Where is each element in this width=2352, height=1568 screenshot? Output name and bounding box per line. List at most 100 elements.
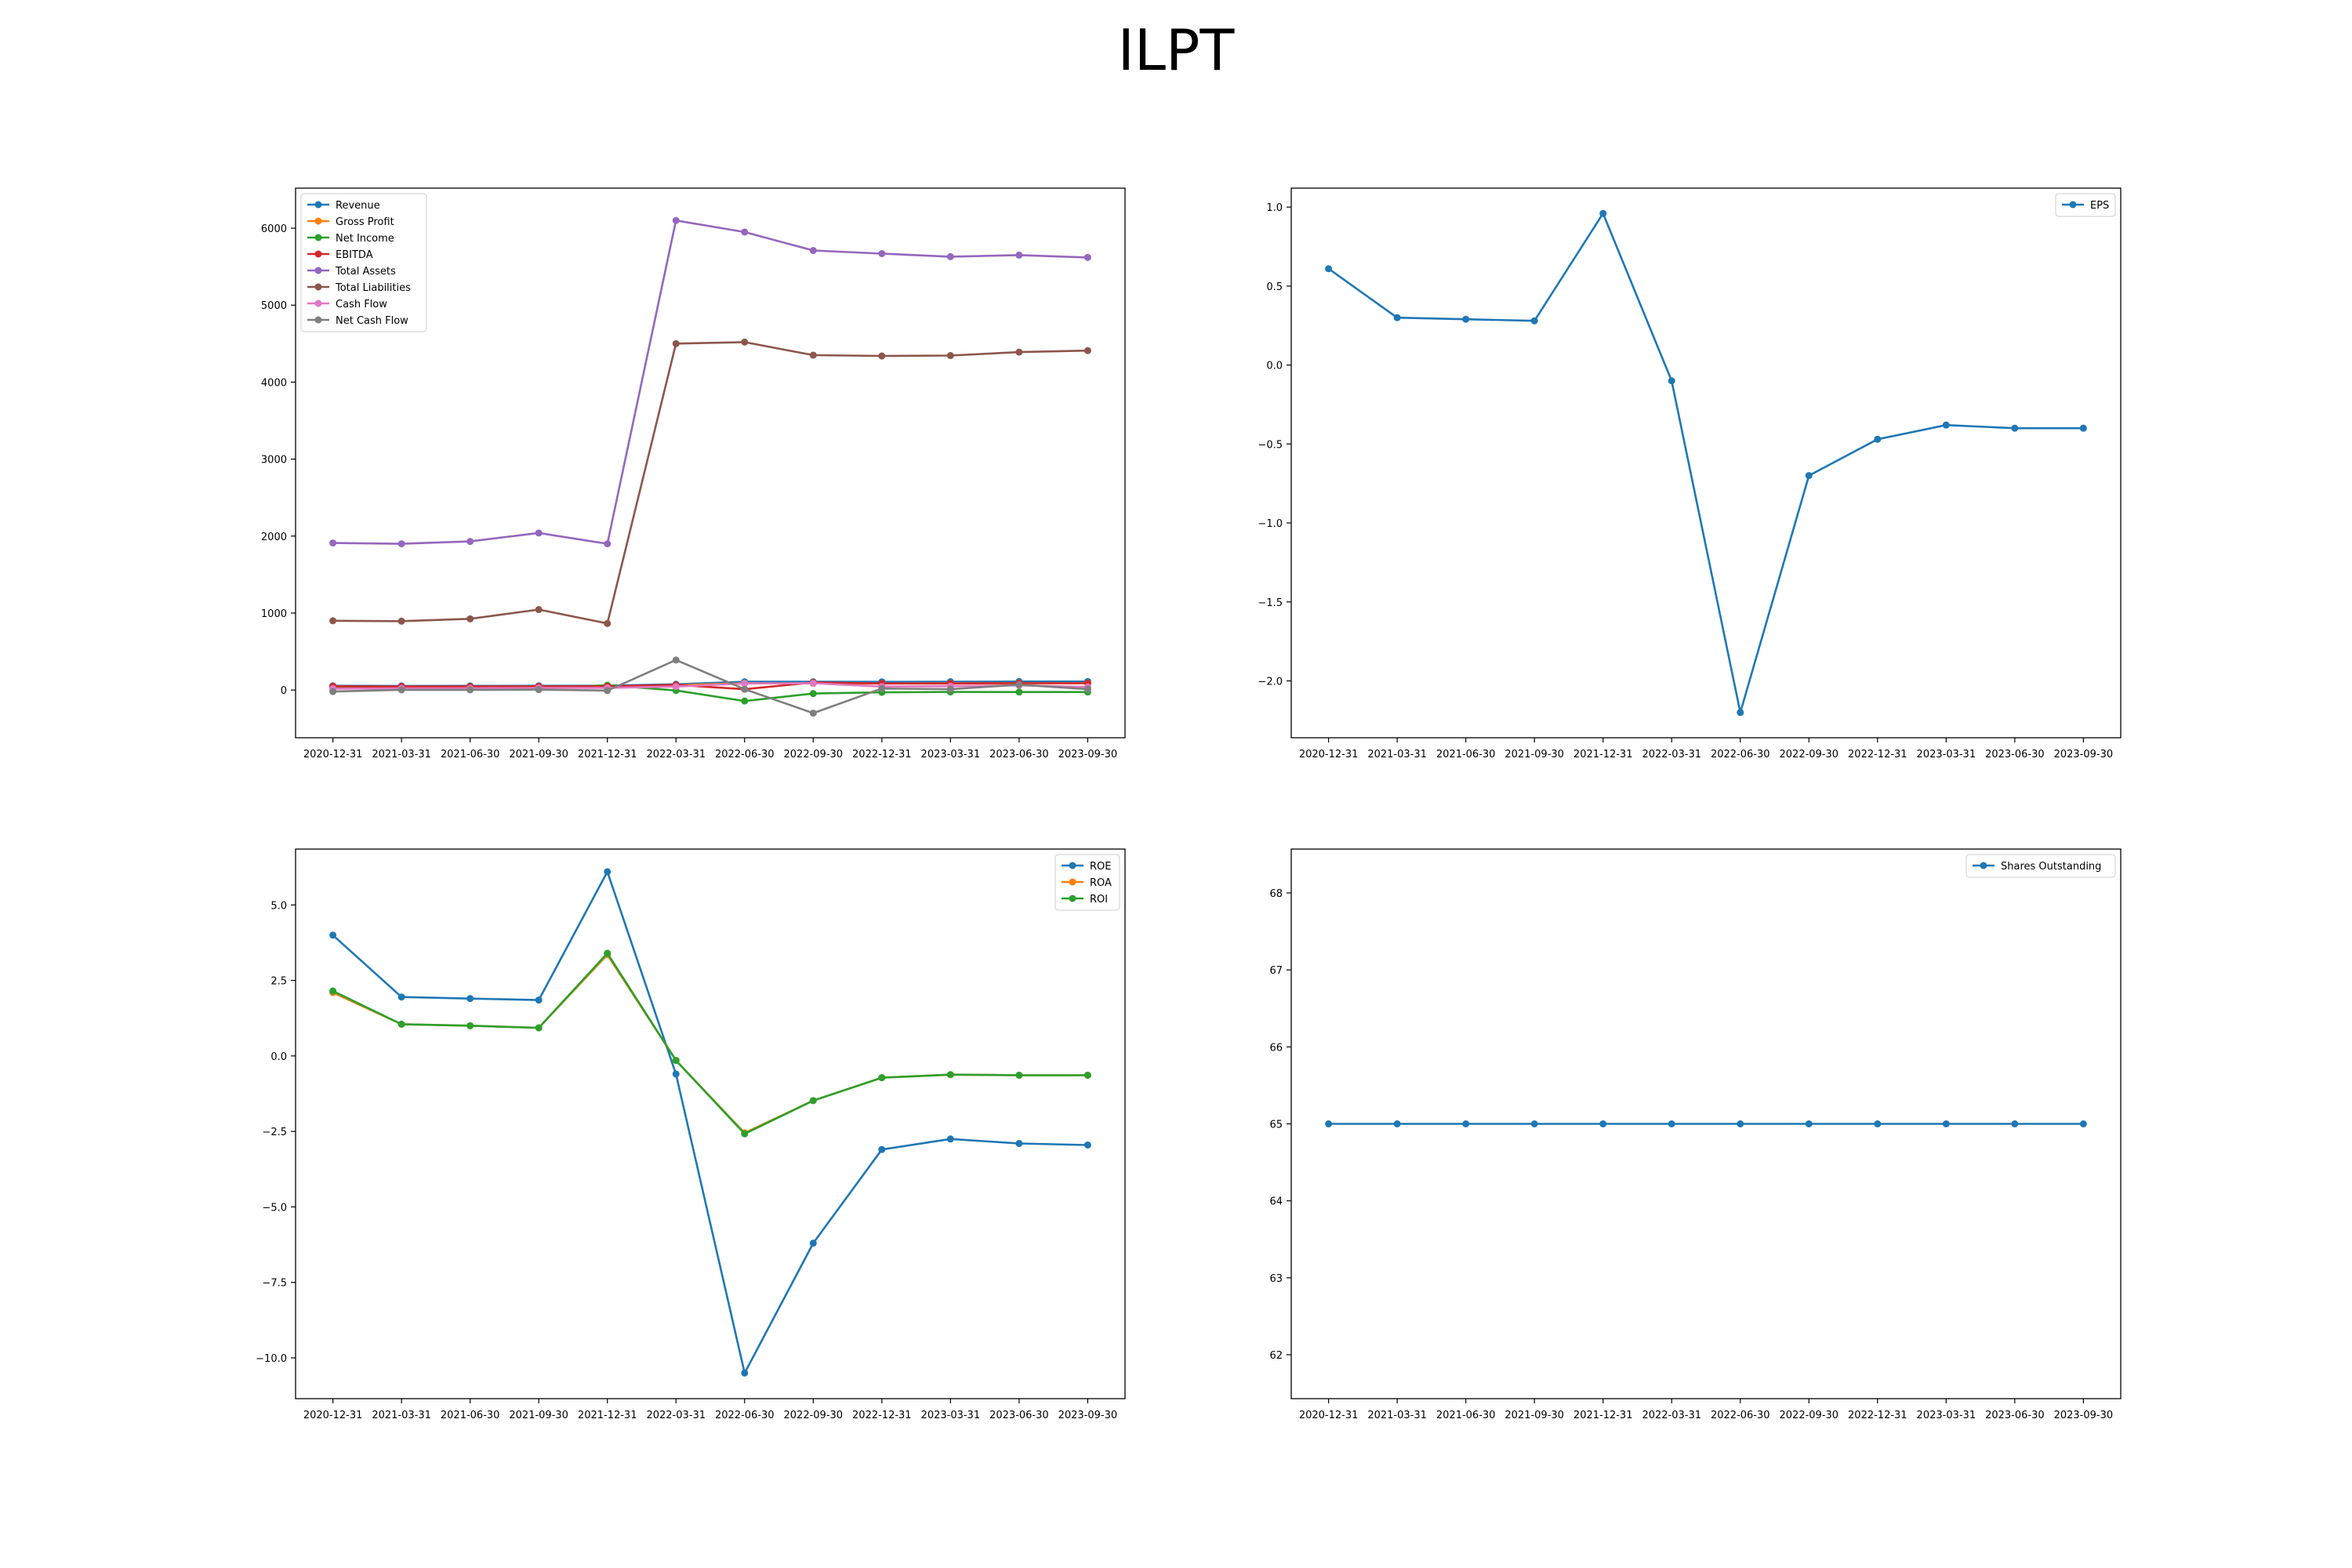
data-point: [946, 252, 954, 260]
data-point: [466, 1022, 474, 1029]
data-point: [741, 1369, 749, 1377]
x-tick-label: 2023-06-30: [1985, 1410, 2045, 1421]
x-tick-label: 2021-12-31: [1573, 1410, 1633, 1421]
y-tick-label: −7.5: [262, 1278, 287, 1290]
legend-marker: [314, 217, 322, 225]
y-tick-label: −5.0: [262, 1202, 287, 1214]
data-point: [397, 993, 405, 1001]
data-point: [535, 996, 543, 1004]
x-tick-label: 2020-12-31: [303, 1410, 363, 1421]
legend-marker: [314, 234, 322, 241]
data-point: [397, 540, 405, 548]
data-point: [1083, 253, 1091, 261]
legend-label: ROE: [1090, 861, 1111, 873]
x-tick-label: 2023-06-30: [989, 1410, 1049, 1421]
series-line: [1327, 212, 2084, 714]
series-line: [332, 681, 1088, 691]
x-tick-label: 2021-03-31: [372, 749, 431, 760]
y-tick-label: −2.0: [1258, 676, 1283, 688]
x-tick-label: 2021-09-30: [509, 749, 568, 760]
data-point: [1530, 1120, 1538, 1127]
legend-label: Net Cash Flow: [336, 315, 408, 327]
y-tick-label: 3000: [261, 455, 287, 466]
data-point: [1874, 1120, 1882, 1127]
y-tick-label: −2.5: [262, 1127, 287, 1138]
legend-label: ROA: [1090, 877, 1112, 889]
x-tick-label: 2022-12-31: [1848, 749, 1907, 760]
data-point: [535, 686, 543, 694]
data-point: [1530, 317, 1538, 325]
data-point: [809, 247, 817, 255]
x-tick-label: 2023-09-30: [2054, 1410, 2114, 1421]
legend: Revenue Gross Profit Net Income EBITDA Total…: [300, 193, 427, 332]
x-tick-label: 2022-03-31: [646, 749, 706, 760]
legend-box: [300, 193, 427, 332]
y-tick-label: 66: [1269, 1042, 1283, 1054]
data-point: [466, 686, 474, 694]
y-tick-label: 1000: [261, 608, 287, 620]
data-point: [946, 1135, 954, 1143]
legend-label: EBITDA: [336, 249, 373, 261]
x-tick-label: 2023-06-30: [1985, 749, 2045, 760]
series-net-cash-flow: [329, 656, 1091, 717]
data-point: [946, 352, 954, 360]
series-total-liabilities: [329, 338, 1091, 627]
x-tick-label: 2023-03-31: [1917, 749, 1976, 760]
x-tick-label: 2021-03-31: [372, 1410, 431, 1421]
x-tick-label: 2022-06-30: [1711, 1410, 1770, 1421]
data-point: [2079, 1120, 2087, 1127]
x-tick-label: 2022-03-31: [646, 1410, 706, 1421]
data-point: [741, 1130, 749, 1138]
x-tick-label: 2023-03-31: [921, 1410, 981, 1421]
data-point: [1015, 1071, 1023, 1079]
data-point: [466, 995, 474, 1003]
data-point: [809, 351, 817, 359]
x-tick-label: 2022-09-30: [1780, 749, 1839, 760]
series-total-assets: [329, 216, 1091, 548]
series-line: [332, 219, 1088, 545]
series-line: [332, 952, 1088, 1135]
legend-marker: [314, 316, 322, 324]
data-point: [809, 690, 817, 698]
y-tick-label: 63: [1269, 1273, 1283, 1285]
data-point: [604, 619, 612, 627]
data-point: [1325, 1120, 1333, 1127]
series-line: [332, 341, 1088, 625]
data-point: [535, 529, 543, 537]
series-roi: [329, 949, 1091, 1138]
data-point: [809, 1240, 817, 1247]
x-tick-label: 2023-03-31: [1917, 1410, 1976, 1421]
y-tick-label: 64: [1269, 1196, 1283, 1208]
legend-marker: [314, 201, 322, 209]
y-tick-label: 6000: [261, 223, 287, 235]
data-point: [809, 1097, 817, 1105]
series-roe: [329, 868, 1091, 1377]
legend-marker: [314, 267, 322, 274]
series-line: [332, 870, 1088, 1374]
data-point: [878, 352, 886, 360]
legend-box: [1965, 854, 2116, 878]
y-tick-label: 5000: [261, 300, 287, 312]
data-point: [672, 1057, 680, 1065]
data-point: [604, 687, 612, 695]
x-tick-label: 2020-12-31: [1299, 749, 1359, 760]
data-point: [1942, 1120, 1950, 1127]
data-point: [535, 606, 543, 614]
data-point: [672, 656, 680, 664]
x-tick-label: 2022-12-31: [852, 1410, 912, 1421]
data-point: [1015, 251, 1023, 259]
data-point: [466, 538, 474, 546]
series-roa: [329, 951, 1091, 1137]
data-point: [329, 987, 337, 995]
x-tick-label: 2023-09-30: [2054, 749, 2114, 760]
data-point: [1668, 377, 1675, 385]
data-point: [397, 1020, 405, 1028]
data-point: [741, 228, 749, 236]
axes-frame: [295, 187, 1126, 739]
data-point: [604, 949, 612, 957]
data-point: [466, 615, 474, 622]
data-point: [1805, 1120, 1813, 1127]
data-point: [1942, 421, 1950, 429]
x-tick-label: 2022-12-31: [852, 749, 912, 760]
